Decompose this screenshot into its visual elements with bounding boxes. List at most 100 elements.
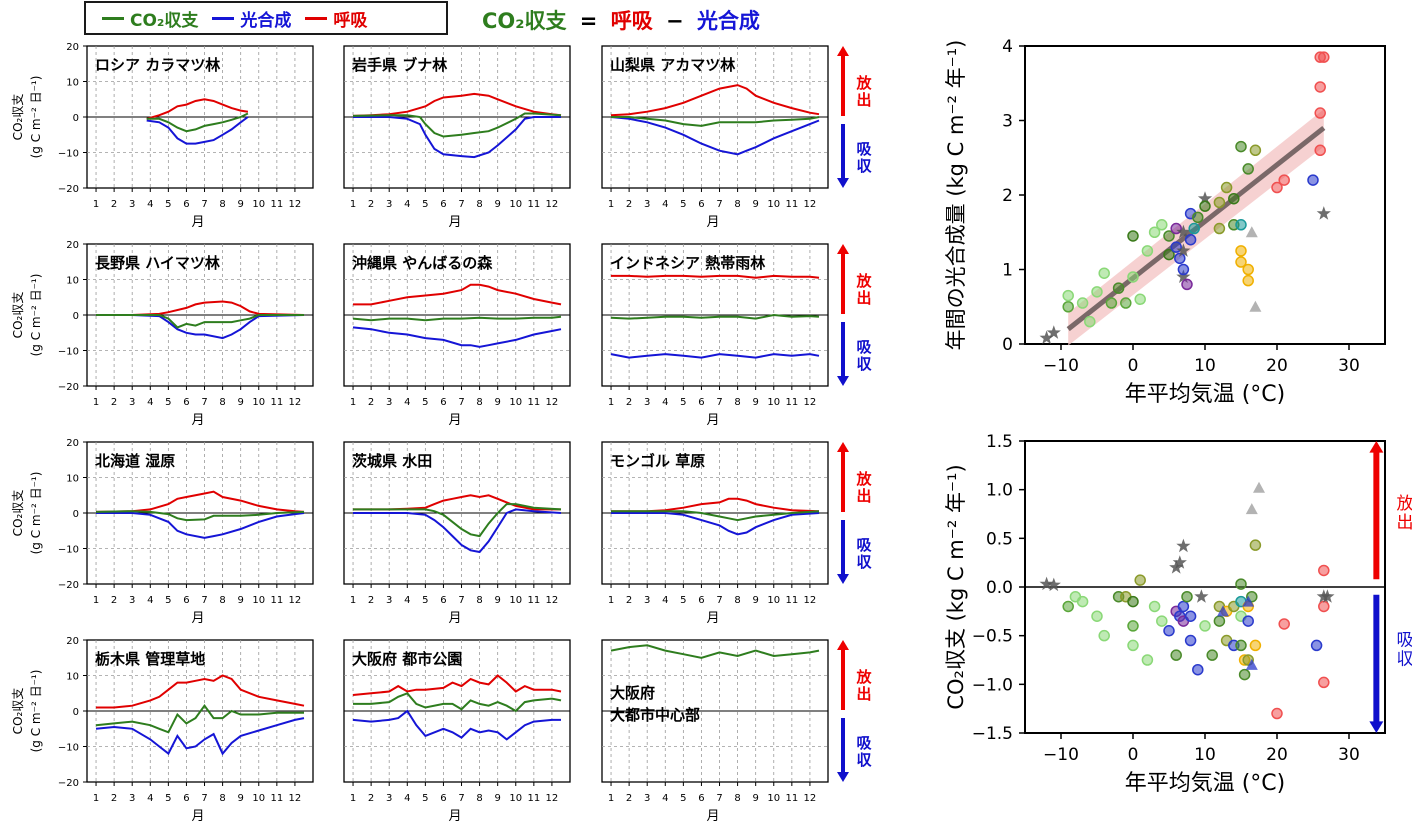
release-label: 出 [856, 487, 871, 505]
xtick-label: 1 [608, 199, 614, 210]
xtick-label: 9 [752, 199, 758, 210]
xtick-label: 2 [111, 793, 117, 804]
data-point-circle [1318, 51, 1330, 63]
xtick-label: 11 [527, 793, 540, 804]
series-photo [611, 512, 820, 536]
panel-title: 長野県 ハイマツ林 [95, 254, 221, 272]
release-arrow-head [1369, 441, 1384, 453]
xtick-label: 4 [147, 595, 153, 606]
data-point-circle [1105, 297, 1118, 309]
xtick-label: 3 [386, 199, 392, 210]
series-photo [352, 326, 562, 348]
xtick-label: 7 [458, 199, 464, 210]
xtick-label: 11 [527, 397, 540, 408]
ytick-label: 10 [66, 672, 79, 683]
xtick-label: 7 [201, 595, 207, 606]
panel-title: 岩手県 ブナ林 [351, 56, 448, 74]
release-arrow-head [837, 244, 849, 254]
data-point-circle [1062, 600, 1074, 613]
xtick-label: 8 [476, 397, 482, 408]
absorb-arrow-head [837, 376, 849, 386]
ytick-label: −10 [58, 545, 79, 556]
xtick-label: 2 [368, 793, 374, 804]
xtick-label: 9 [752, 793, 758, 804]
series-photo [353, 116, 561, 159]
data-point-circle [1181, 278, 1193, 291]
xtick-label: 2 [111, 595, 117, 606]
xtick-label: 3 [129, 397, 135, 408]
series-co2 [95, 704, 304, 734]
series-resp [95, 490, 305, 513]
series-photo [95, 717, 305, 756]
legend-co2: CO₂収支 [102, 6, 198, 31]
release-label: 放 [1397, 494, 1412, 514]
xtick-label: 4 [147, 199, 153, 210]
data-point-triangle [1245, 658, 1258, 670]
equation: CO₂収支 = 呼吸 − 光合成 [482, 5, 760, 35]
legend-co2-swatch [102, 16, 124, 20]
series-photo [96, 314, 305, 340]
xtick-label: 7 [201, 793, 207, 804]
data-point-circle [1213, 196, 1226, 209]
data-point-circle [1235, 219, 1247, 231]
xtick-label: 5 [165, 397, 171, 408]
release-label: 放 [855, 470, 872, 488]
panel-xlabel: 月 [191, 413, 204, 428]
ytick-label: 10 [66, 78, 79, 89]
data-point-circle [1242, 263, 1254, 276]
data-point-circle [1156, 219, 1168, 231]
data-point-circle [1228, 192, 1240, 205]
ytick-label: 3 [1002, 112, 1013, 132]
absorb-label: 収 [1397, 649, 1412, 669]
legend-photo-swatch [212, 16, 235, 20]
panel-xlabel: 月 [191, 611, 204, 626]
data-point-circle [1177, 600, 1190, 613]
scatter-ylabel: 年間の光合成量 (kg C m⁻² 年⁻¹) [944, 40, 968, 351]
series-resp [611, 274, 820, 279]
xtick-label: 7 [201, 397, 207, 408]
xtick-label: 4 [147, 397, 153, 408]
absorb-arrow-head [837, 772, 849, 782]
xtick-label: 8 [219, 595, 225, 606]
data-point-circle [1062, 301, 1074, 313]
xtick-label: 6 [698, 793, 704, 804]
data-point-circle [1098, 267, 1110, 279]
release-label: 放 [855, 74, 872, 92]
data-point-circle [1112, 282, 1125, 294]
data-point-star [1039, 576, 1054, 591]
data-point-circle [1163, 625, 1175, 637]
ytick-label: 20 [66, 240, 79, 251]
data-point-triangle [1253, 481, 1265, 493]
xtick-label: 12 [289, 397, 302, 408]
xtick-label: 12 [546, 793, 559, 804]
data-point-circle [1127, 620, 1139, 632]
legend-photo-label: 光合成 [240, 10, 292, 31]
data-point-circle [1184, 610, 1197, 622]
xtick-label: 7 [458, 793, 464, 804]
release-label: 出 [856, 685, 871, 703]
data-point-circle [1163, 248, 1175, 261]
xtick-label: 5 [422, 397, 428, 408]
ytick-label: −1.0 [972, 675, 1013, 695]
series-photo [610, 353, 820, 359]
xtick-label: 8 [734, 199, 740, 210]
series-co2 [353, 503, 562, 538]
series-resp [352, 92, 562, 117]
data-point-circle [1062, 289, 1074, 302]
series-photo [352, 709, 561, 741]
data-point-circle [1188, 222, 1200, 235]
equation-lhs: CO₂収支 [482, 9, 567, 33]
data-point-circle [1170, 649, 1182, 661]
ytick-label: −1.5 [972, 724, 1013, 744]
data-point-circle [1278, 174, 1290, 186]
panel-ylabel-unit: (g C m⁻² 日⁻¹) [29, 76, 43, 159]
panel-title: ロシア カラマツ林 [95, 56, 221, 74]
panel-ylabel-unit: (g C m⁻² 日⁻¹) [29, 472, 43, 555]
data-point-star [1176, 243, 1191, 257]
data-point-circle [1242, 163, 1254, 175]
